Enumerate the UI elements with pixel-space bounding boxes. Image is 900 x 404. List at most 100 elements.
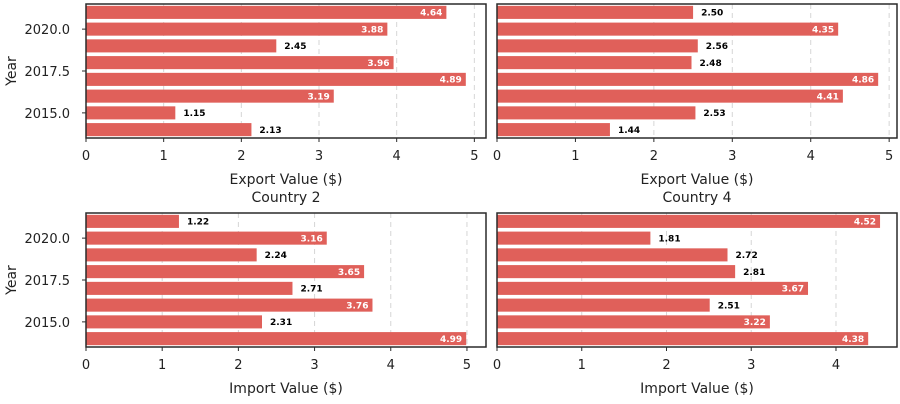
x-tick-label: 0: [82, 149, 90, 164]
bar-value-label: 3.19: [308, 92, 330, 102]
x-axis-label: Import Value ($): [229, 381, 343, 397]
bar-value-label: 2.71: [300, 285, 322, 295]
bar: [86, 89, 334, 103]
y-axis-label: Year: [4, 56, 20, 87]
x-tick-label: 4: [387, 358, 395, 373]
bar: [497, 231, 651, 245]
y-axis-label: Year: [4, 265, 20, 296]
x-tick-label: 2: [650, 149, 658, 164]
bar: [497, 22, 839, 36]
bar-value-label: 2.45: [284, 42, 306, 52]
bar-value-label: 2.53: [703, 109, 725, 119]
x-axis-label: Export Value ($): [229, 172, 342, 188]
bar: [497, 248, 728, 262]
bar: [86, 298, 373, 312]
bar-value-label: 3.88: [361, 25, 383, 35]
bar: [497, 5, 694, 19]
subplot-2: 1.44 2.53 4.41 4.86 2.48 2.56 4.35 2.50 0 1 2 3 4 5 Ex…: [493, 3, 898, 188]
x-tick-label: 4: [807, 149, 815, 164]
x-tick-label: 2: [237, 149, 245, 164]
bar-value-label: 4.38: [842, 335, 864, 345]
x-tick-label: 3: [747, 358, 755, 373]
bar-value-label: 3.67: [782, 285, 804, 295]
x-tick-label: 4: [832, 358, 840, 373]
bar: [86, 39, 277, 53]
bar: [86, 214, 179, 228]
bar: [86, 72, 466, 86]
bar: [497, 281, 809, 295]
bar-value-label: 3.76: [346, 301, 368, 311]
bar-value-label: 2.13: [259, 126, 281, 136]
x-axis-label: Import Value ($): [640, 381, 754, 397]
x-tick-label: 1: [160, 149, 168, 164]
bar-value-label: 3.96: [367, 59, 389, 69]
bar-value-label: 1.81: [658, 234, 680, 244]
bar-value-label: 3.16: [301, 234, 323, 244]
x-tick-label: 1: [158, 358, 166, 373]
bar-value-label: 4.41: [817, 92, 839, 102]
x-axis-label: Export Value ($): [640, 172, 753, 188]
bar-value-label: 2.24: [265, 251, 287, 261]
bar: [86, 22, 388, 36]
y-tick-label: 2020.0: [25, 232, 71, 247]
bar-value-label: 1.22: [187, 218, 209, 228]
bar-value-label: 4.89: [440, 76, 462, 86]
bar: [86, 106, 176, 120]
y-tick-label: 2020.0: [25, 23, 71, 38]
y-tick-label: 2017.5: [25, 65, 71, 80]
bar-value-label: 3.65: [338, 268, 360, 278]
bar-value-label: 4.86: [852, 76, 874, 86]
subplot-3: 4.99 2.31 3.76 2.71 3.65 2.24 3.16 1.22 0 1 2 3 4 5 20…: [4, 190, 487, 397]
bar-value-label: 2.81: [743, 268, 765, 278]
bar: [497, 332, 869, 346]
bar-value-label: 4.64: [420, 9, 442, 19]
subplot-title: Country 2: [252, 190, 321, 206]
x-tick-label: 3: [315, 149, 323, 164]
x-tick-label: 2: [662, 358, 670, 373]
bar: [497, 106, 696, 120]
bar: [86, 56, 394, 70]
x-tick-label: 0: [82, 358, 90, 373]
bar: [497, 265, 736, 279]
x-tick-label: 5: [885, 149, 893, 164]
subplot-4: 4.38 3.22 2.51 3.67 2.81 2.72 1.81 4.52 0 1 2 3 4 Imp…: [493, 190, 898, 397]
bar: [86, 231, 327, 245]
y-tick-label: 2017.5: [25, 274, 71, 289]
y-tick-label: 2015.0: [25, 107, 71, 122]
bar-value-label: 4.35: [812, 25, 834, 35]
bar-value-label: 2.31: [270, 318, 292, 328]
subplot-1: 2.13 1.15 3.19 4.89 3.96 2.45 3.88 4.64 0 1 2 3 4 5 20…: [4, 3, 487, 188]
subplot-title: Country 4: [663, 190, 732, 206]
bar: [497, 298, 710, 312]
bar: [497, 214, 881, 228]
bar-value-label: 2.50: [701, 9, 723, 19]
bar-value-label: 2.72: [736, 251, 758, 261]
x-tick-label: 0: [493, 149, 501, 164]
bar: [86, 123, 252, 137]
x-tick-label: 5: [463, 358, 471, 373]
x-tick-label: 3: [310, 358, 318, 373]
x-tick-label: 1: [571, 149, 579, 164]
bar: [497, 315, 770, 329]
bar: [86, 281, 293, 295]
bar: [86, 265, 365, 279]
x-tick-label: 1: [578, 358, 586, 373]
bar: [497, 56, 692, 70]
bar: [86, 332, 467, 346]
bar: [497, 39, 698, 53]
bar-value-label: 3.22: [744, 318, 766, 328]
bar: [497, 72, 879, 86]
x-tick-label: 0: [493, 358, 501, 373]
bar-value-label: 2.56: [706, 42, 728, 52]
x-tick-label: 4: [393, 149, 401, 164]
bar-value-label: 2.51: [718, 301, 740, 311]
x-tick-label: 2: [234, 358, 242, 373]
axes-frame: [496, 3, 898, 139]
bar: [86, 248, 257, 262]
bar: [497, 89, 843, 103]
bar-value-label: 2.48: [700, 59, 722, 69]
bar: [497, 123, 610, 137]
bar-value-label: 4.52: [854, 218, 876, 228]
